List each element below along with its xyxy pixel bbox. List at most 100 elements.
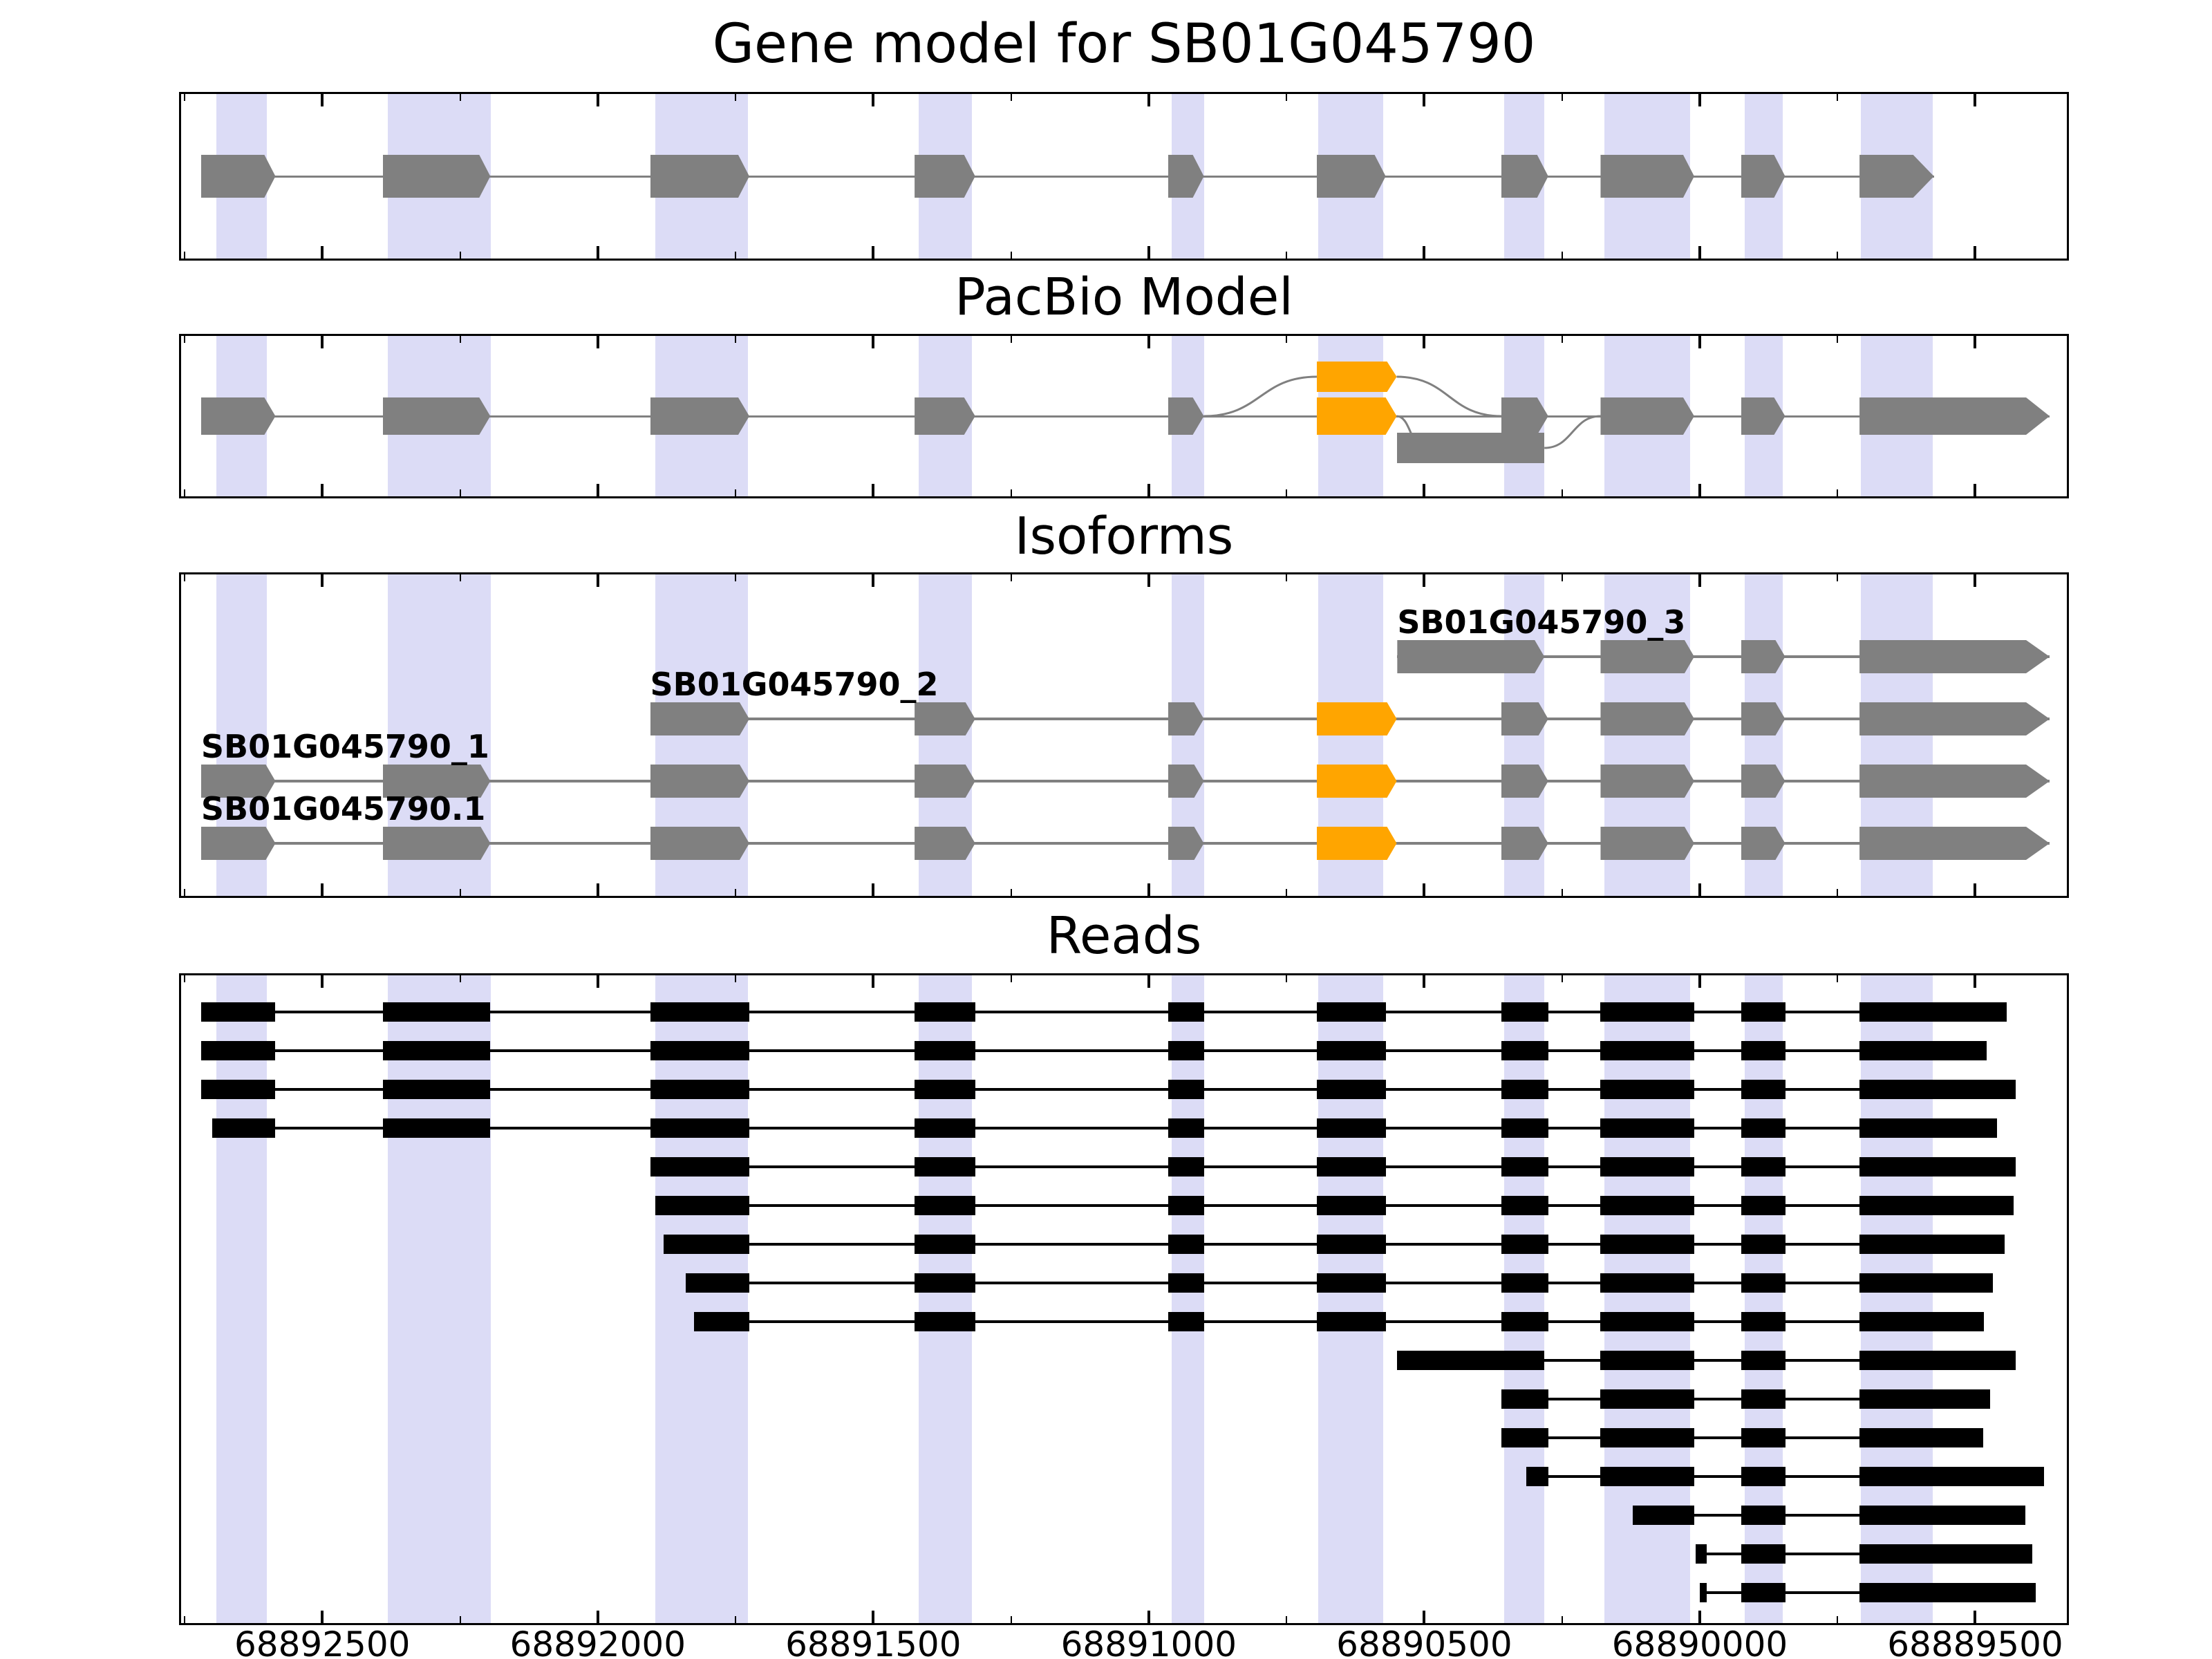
major-tick (872, 94, 875, 106)
read-line (1632, 1514, 2026, 1517)
major-tick (1423, 975, 1426, 988)
read-block (1501, 1273, 1548, 1293)
minor-tick (1561, 574, 1563, 581)
minor-tick (1561, 975, 1563, 982)
major-tick (321, 484, 324, 496)
exon-block (1741, 155, 1785, 198)
minor-tick (1837, 336, 1839, 343)
major-tick (321, 94, 324, 106)
minor-tick (183, 336, 185, 343)
exon-block (650, 155, 749, 198)
exon-block (1316, 155, 1386, 198)
read-block (1501, 1389, 1548, 1409)
major-tick (1698, 883, 1701, 896)
major-tick (1698, 246, 1701, 259)
read-block (1316, 1235, 1386, 1254)
read-line (212, 1127, 1998, 1130)
intron-line (200, 415, 2050, 418)
read-block (1741, 1506, 1785, 1525)
read-block (915, 1273, 975, 1293)
read-block (915, 1157, 975, 1177)
read-block (915, 1041, 975, 1060)
minor-tick (1561, 889, 1563, 896)
major-tick (1974, 94, 1977, 106)
major-tick (1974, 1611, 1977, 1623)
minor-tick (1286, 574, 1288, 581)
isoforms-panel: SB01G045790_3 SB01G045790_2 SB01G045790_1 S… (179, 572, 2069, 898)
minor-tick (1837, 489, 1839, 496)
read-block (694, 1312, 749, 1331)
exon-block (1859, 827, 2050, 860)
read-block (1526, 1467, 1548, 1486)
major-tick (1423, 574, 1426, 587)
read-block (1741, 1157, 1785, 1177)
x-tick-label: 68890000 (1611, 1624, 1788, 1659)
minor-tick (1561, 252, 1563, 259)
read-block (1859, 1196, 2014, 1215)
read-block (1600, 1389, 1694, 1409)
major-tick (1698, 484, 1701, 496)
read-block (1741, 1273, 1785, 1293)
minor-tick (735, 489, 737, 496)
read-block (1741, 1235, 1785, 1254)
minor-tick (459, 889, 461, 896)
major-tick (1423, 246, 1426, 259)
minor-tick (735, 574, 737, 581)
exon-block (650, 827, 749, 860)
exon-block (1859, 765, 2050, 798)
read-block (650, 1041, 749, 1060)
read-block (1316, 1080, 1386, 1099)
read-block (1501, 1196, 1548, 1215)
minor-tick (1561, 489, 1563, 496)
minor-tick (183, 975, 185, 982)
read-block (1741, 1312, 1785, 1331)
exon-block (915, 765, 975, 798)
exon-block (200, 155, 276, 198)
highlight-band (1744, 975, 1783, 1623)
gene-model-panel (179, 92, 2069, 261)
minor-tick (183, 889, 185, 896)
minor-tick (459, 574, 461, 581)
exon-block (1501, 702, 1548, 735)
minor-tick (1010, 1616, 1012, 1623)
major-tick (1698, 975, 1701, 988)
read-block (1859, 1235, 2005, 1254)
read-block (915, 1312, 975, 1331)
read-block (1316, 1273, 1386, 1293)
isoform-label: SB01G045790_1 (200, 728, 489, 765)
read-block (1859, 1583, 2036, 1602)
pacbio-panel (179, 334, 2069, 498)
read-block (1600, 1467, 1694, 1486)
alt-exon-block (1316, 827, 1397, 860)
read-block (1859, 1428, 1983, 1447)
minor-tick (1837, 574, 1839, 581)
read-block (382, 1002, 491, 1022)
reads-title: Reads (1046, 906, 1202, 966)
minor-tick (1561, 94, 1563, 101)
read-block (915, 1196, 975, 1215)
exon-block (1741, 765, 1785, 798)
x-tick-label: 68890500 (1336, 1624, 1512, 1659)
major-tick (321, 975, 324, 988)
exon-block (1741, 640, 1785, 673)
read-block (1168, 1273, 1204, 1293)
read-block (650, 1080, 749, 1099)
x-tick-label: 68892000 (509, 1624, 686, 1659)
major-tick (1698, 1611, 1701, 1623)
read-block (655, 1196, 749, 1215)
read-block (382, 1080, 491, 1099)
major-tick (596, 975, 599, 988)
minor-tick (735, 336, 737, 343)
highlight-band (919, 975, 972, 1623)
minor-tick (183, 489, 185, 496)
read-block (1168, 1080, 1204, 1099)
isoform-label: SB01G045790_2 (650, 666, 939, 703)
minor-tick (1561, 336, 1563, 343)
read-block (1741, 1041, 1785, 1060)
splice-arc (1396, 375, 1502, 418)
alt-exon-block (1316, 397, 1397, 435)
exon-block (915, 155, 975, 198)
read-block (664, 1235, 749, 1254)
read-block (1859, 1080, 2016, 1099)
